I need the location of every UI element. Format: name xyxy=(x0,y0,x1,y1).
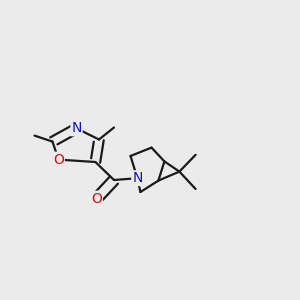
Text: N: N xyxy=(71,122,82,135)
Text: O: O xyxy=(53,153,64,166)
Text: N: N xyxy=(132,171,142,185)
Text: O: O xyxy=(91,192,102,206)
